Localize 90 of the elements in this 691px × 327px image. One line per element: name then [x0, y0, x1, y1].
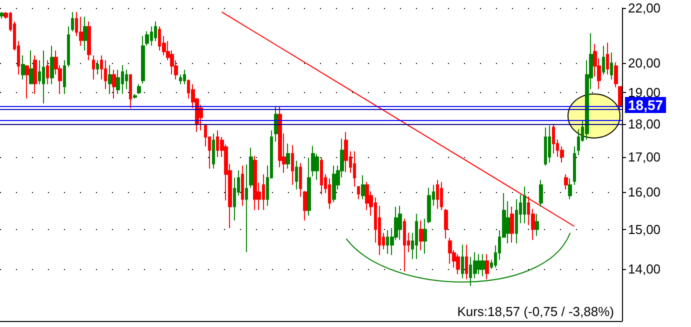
candlestick	[353, 150, 356, 188]
candlestick	[398, 205, 402, 240]
candlestick	[311, 145, 315, 177]
candlestick	[419, 220, 423, 251]
candlestick	[87, 21, 91, 61]
candlestick	[515, 198, 518, 244]
candlestick	[465, 244, 468, 280]
candlestick	[46, 60, 49, 85]
candlestick	[104, 60, 107, 90]
candlestick	[83, 16, 87, 52]
candlestick	[415, 213, 418, 260]
candlestick	[137, 84, 141, 94]
candlestick	[245, 164, 248, 253]
candlestick	[614, 62, 618, 88]
candlestick	[332, 165, 336, 203]
annotation: Kurs:18,57 (-0,75 / -3,88%)	[457, 304, 614, 319]
candlestick	[573, 146, 576, 186]
candlestick	[133, 93, 137, 100]
candlestick	[108, 64, 112, 94]
candlestick	[125, 69, 128, 90]
candlestick	[423, 218, 427, 254]
candlestick	[568, 178, 572, 200]
candlestick	[212, 133, 215, 170]
candlestick	[67, 26, 70, 68]
candlestick	[564, 174, 568, 190]
candlestick	[96, 60, 99, 75]
candlestick	[548, 125, 551, 163]
candlestick	[403, 218, 406, 272]
candlestick	[357, 186, 360, 200]
candlestick	[523, 186, 526, 224]
candlestick	[129, 74, 132, 109]
candlestick	[456, 254, 460, 275]
candlestick	[485, 254, 489, 280]
candlestick	[361, 174, 365, 200]
candlestick	[154, 21, 157, 42]
candlestick	[241, 165, 244, 206]
candlestick	[307, 157, 311, 216]
candlestick	[179, 74, 182, 85]
candlestick	[92, 54, 95, 80]
candlestick	[29, 50, 33, 85]
candlestick	[444, 208, 448, 240]
candlestick	[535, 213, 539, 236]
candlestick	[539, 179, 543, 208]
candlestick	[286, 143, 290, 170]
candlestick	[610, 52, 613, 80]
candlestick	[544, 127, 547, 166]
annotation: 18,57	[628, 96, 664, 113]
candlestick	[79, 16, 83, 46]
candlestick	[141, 35, 145, 84]
candlestick	[145, 30, 149, 46]
candlestick	[295, 160, 298, 190]
candlestick	[116, 69, 120, 94]
candlestick	[303, 190, 307, 222]
candlestick	[183, 69, 186, 85]
y-tick-label: 15,00	[628, 222, 661, 237]
candlestick	[606, 42, 609, 75]
candlestick	[602, 45, 605, 75]
candlestick	[436, 179, 439, 210]
candlestick	[291, 144, 294, 186]
candlestick	[25, 64, 29, 100]
y-tick-label: 18,00	[628, 116, 661, 132]
y-tick-label: 14,00	[628, 262, 661, 277]
candlestick	[344, 132, 348, 173]
candlestick	[481, 254, 485, 277]
candlestick	[42, 50, 45, 104]
candlestick	[477, 254, 481, 275]
candlestick	[253, 155, 257, 211]
y-tick-label: 22,00	[628, 0, 661, 16]
candlestick	[618, 86, 622, 112]
candlestick	[440, 182, 443, 211]
candlestick	[21, 54, 25, 80]
candlestick	[50, 45, 54, 85]
y-tick-label: 17,00	[628, 150, 661, 165]
candlestick	[510, 206, 514, 244]
candlestick	[112, 69, 116, 100]
candlestick	[461, 244, 464, 279]
candlestick	[274, 106, 278, 142]
candlestick	[0, 11, 4, 20]
candlestick	[63, 60, 66, 94]
candlestick	[71, 11, 74, 32]
y-tick-label: 16,00	[628, 184, 661, 200]
candlestick	[33, 54, 37, 94]
candlestick	[299, 162, 302, 198]
candlestick	[320, 157, 323, 196]
candlestick	[552, 124, 555, 154]
candlestick	[249, 147, 253, 188]
candlestick	[328, 178, 331, 210]
candlestick	[448, 237, 452, 264]
candlestick	[427, 187, 431, 224]
y-tick-label: 20,00	[628, 56, 661, 71]
